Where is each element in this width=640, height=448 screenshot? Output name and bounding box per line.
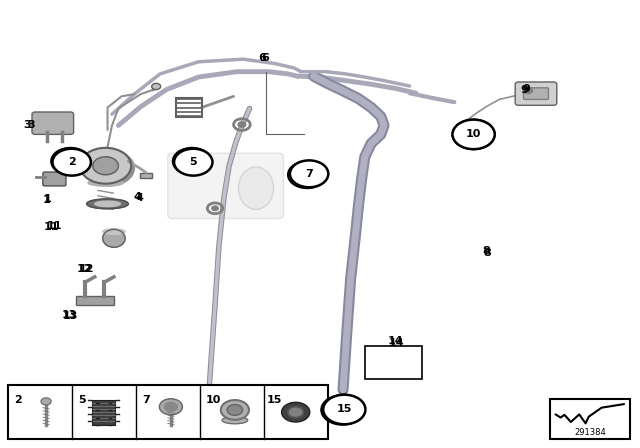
Bar — [176, 98, 202, 117]
Circle shape — [238, 122, 246, 127]
Circle shape — [288, 407, 303, 418]
Text: 13: 13 — [61, 310, 77, 320]
FancyBboxPatch shape — [43, 172, 66, 186]
Ellipse shape — [87, 199, 129, 209]
Text: 15: 15 — [335, 405, 350, 415]
Text: 9: 9 — [521, 85, 529, 95]
Text: 7: 7 — [305, 169, 313, 179]
Circle shape — [321, 395, 364, 425]
Circle shape — [93, 157, 118, 175]
Circle shape — [524, 87, 532, 94]
Circle shape — [334, 403, 349, 414]
Text: 11: 11 — [47, 221, 62, 231]
Circle shape — [80, 148, 131, 184]
Circle shape — [174, 149, 212, 176]
Circle shape — [173, 148, 211, 175]
Text: 10: 10 — [206, 395, 221, 405]
Bar — [92, 400, 115, 425]
Ellipse shape — [222, 417, 248, 424]
Ellipse shape — [95, 201, 120, 207]
Text: 5: 5 — [189, 157, 197, 167]
Circle shape — [202, 403, 214, 412]
Circle shape — [323, 395, 365, 424]
Text: 2: 2 — [14, 395, 22, 405]
Text: 7: 7 — [303, 170, 311, 180]
Circle shape — [288, 161, 326, 188]
Bar — [550, 399, 630, 439]
Text: 291384: 291384 — [574, 428, 606, 437]
Circle shape — [152, 83, 161, 90]
Ellipse shape — [88, 179, 124, 186]
Bar — [8, 385, 328, 439]
Circle shape — [83, 150, 134, 186]
Text: 8: 8 — [484, 248, 492, 258]
Text: 6: 6 — [262, 53, 269, 63]
Circle shape — [227, 405, 243, 415]
Text: 3: 3 — [23, 120, 31, 129]
Bar — [140, 173, 152, 178]
Bar — [76, 296, 114, 305]
FancyBboxPatch shape — [524, 88, 548, 99]
Text: 2: 2 — [67, 156, 74, 166]
Circle shape — [80, 148, 131, 184]
Text: 15: 15 — [337, 405, 352, 414]
Circle shape — [452, 120, 495, 149]
Circle shape — [290, 160, 328, 187]
Text: 10: 10 — [466, 129, 481, 139]
Text: 11: 11 — [44, 222, 59, 232]
Text: 13: 13 — [63, 311, 78, 321]
Circle shape — [452, 120, 495, 149]
Text: 14: 14 — [388, 336, 403, 346]
Text: 14: 14 — [389, 338, 404, 348]
Text: 5: 5 — [78, 395, 86, 405]
Text: 8: 8 — [483, 246, 490, 256]
Text: 2: 2 — [68, 157, 76, 167]
Text: 3: 3 — [27, 121, 35, 130]
Circle shape — [282, 402, 310, 422]
Text: 15: 15 — [267, 395, 282, 405]
Ellipse shape — [239, 167, 274, 209]
Text: 12: 12 — [77, 264, 92, 274]
Circle shape — [221, 400, 249, 420]
Text: 10: 10 — [466, 129, 481, 139]
Text: 1: 1 — [42, 195, 50, 205]
Text: 4: 4 — [134, 192, 141, 202]
FancyBboxPatch shape — [515, 82, 557, 105]
Circle shape — [212, 206, 218, 211]
Text: 9: 9 — [522, 84, 530, 94]
FancyBboxPatch shape — [32, 112, 74, 134]
Circle shape — [51, 148, 90, 175]
Ellipse shape — [102, 229, 125, 247]
FancyBboxPatch shape — [168, 153, 284, 219]
Text: 7: 7 — [142, 395, 150, 405]
Text: 12: 12 — [79, 264, 94, 274]
Text: 4: 4 — [136, 193, 143, 203]
Ellipse shape — [102, 229, 125, 234]
Text: 6: 6 — [259, 53, 266, 63]
Text: 1: 1 — [44, 194, 52, 204]
Bar — [365, 346, 422, 379]
Circle shape — [164, 402, 177, 411]
Circle shape — [159, 399, 182, 415]
Circle shape — [52, 149, 91, 176]
Circle shape — [41, 398, 51, 405]
Text: 5: 5 — [188, 156, 196, 166]
